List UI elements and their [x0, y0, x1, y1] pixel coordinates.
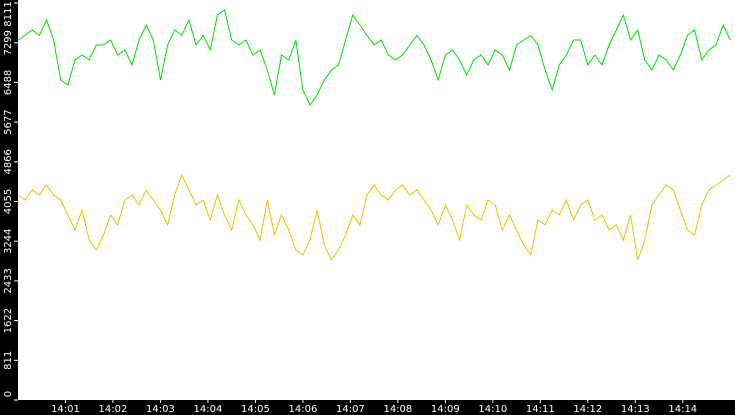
x-tick-label: 14:07 [336, 404, 365, 415]
series-line [17, 173, 731, 261]
y-tick-label: 3244 [3, 228, 14, 253]
y-tick-label: 2433 [3, 268, 14, 293]
y-tick-label: 6488 [3, 70, 14, 95]
y-tick-label: 811 [3, 351, 14, 370]
x-tick-label: 14:06 [288, 404, 317, 415]
x-axis-band [0, 400, 735, 415]
x-tick-label: 14:09 [431, 404, 460, 415]
x-tick-label: 14:11 [526, 404, 555, 415]
y-tick-label: 4055 [3, 189, 14, 214]
y-tick-label: 8111 [3, 1, 14, 26]
x-tick-label: 14:14 [668, 404, 697, 415]
y-tick-label: 1622 [3, 308, 14, 333]
x-tick-label: 14:12 [573, 404, 602, 415]
series-line [17, 9, 731, 106]
y-tick-label: 0 [3, 391, 14, 397]
x-tick-label: 14:05 [241, 404, 270, 415]
x-tick-label: 14:08 [383, 404, 412, 415]
y-axis-band [0, 0, 18, 415]
x-tick-label: 14:10 [478, 404, 507, 415]
y-tick-label: 4866 [3, 149, 14, 174]
x-tick-label: 14:04 [194, 404, 223, 415]
x-tick-label: 14:03 [146, 404, 175, 415]
x-tick-label: 14:02 [99, 404, 128, 415]
y-tick-label: 7299 [3, 30, 14, 55]
y-tick-label: 5677 [3, 109, 14, 134]
x-tick-label: 14:13 [621, 404, 650, 415]
x-tick-label: 14:01 [51, 404, 80, 415]
